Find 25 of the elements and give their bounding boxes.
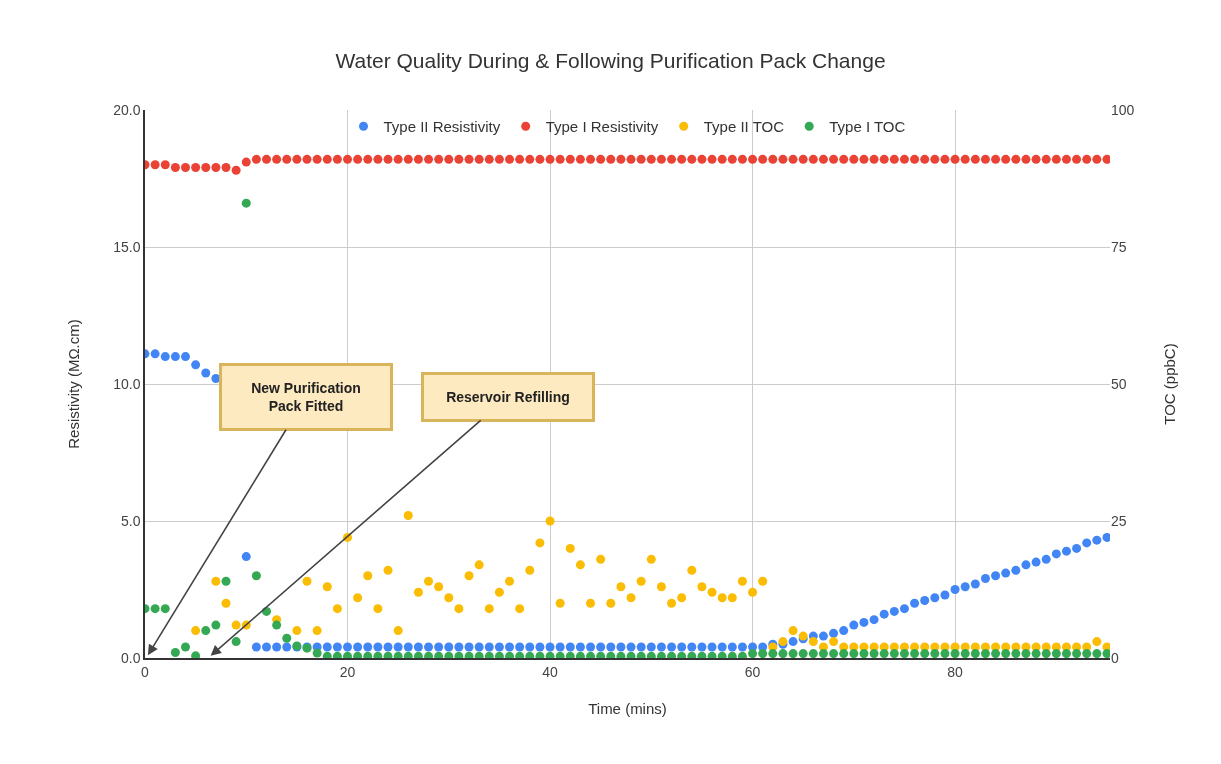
x-tick-label: 20 bbox=[339, 663, 356, 680]
y2-axis-title: TOC (ppbC) bbox=[1160, 343, 1178, 425]
x-tick-label: 60 bbox=[744, 663, 761, 680]
x-tick-label: 80 bbox=[947, 663, 964, 680]
y-tick-label: 0.0 bbox=[120, 649, 141, 666]
legend-label: Type I Resistivity bbox=[545, 118, 659, 136]
legend-label: Type II Resistivity bbox=[383, 118, 501, 136]
chart-title: Water Quality During & Following Purification Pack Change bbox=[335, 49, 886, 73]
y2-tick-label: 75 bbox=[1111, 238, 1127, 255]
y-tick-label: 10.0 bbox=[113, 375, 141, 392]
y-tick-label: 20.0 bbox=[113, 101, 141, 118]
x-tick-label: 0 bbox=[141, 663, 150, 680]
annotation: Reservoir Refilling bbox=[446, 389, 570, 405]
y2-tick-label: 100 bbox=[1111, 101, 1135, 118]
y2-tick-label: 50 bbox=[1111, 375, 1127, 392]
y-tick-label: 5.0 bbox=[120, 512, 141, 529]
legend-label: Type I TOC bbox=[829, 118, 906, 136]
y2-tick-label: 0 bbox=[1111, 649, 1119, 666]
legend-label: Type II TOC bbox=[703, 118, 785, 136]
x-axis-title: Time (mins) bbox=[588, 699, 667, 717]
annotation: New Purification Pack Fitted bbox=[251, 380, 361, 415]
y2-tick-label: 25 bbox=[1111, 512, 1127, 529]
y-axis-title: Resistivity (MΩ.cm) bbox=[64, 319, 82, 449]
y-tick-label: 15.0 bbox=[113, 238, 141, 255]
x-tick-label: 40 bbox=[542, 663, 559, 680]
